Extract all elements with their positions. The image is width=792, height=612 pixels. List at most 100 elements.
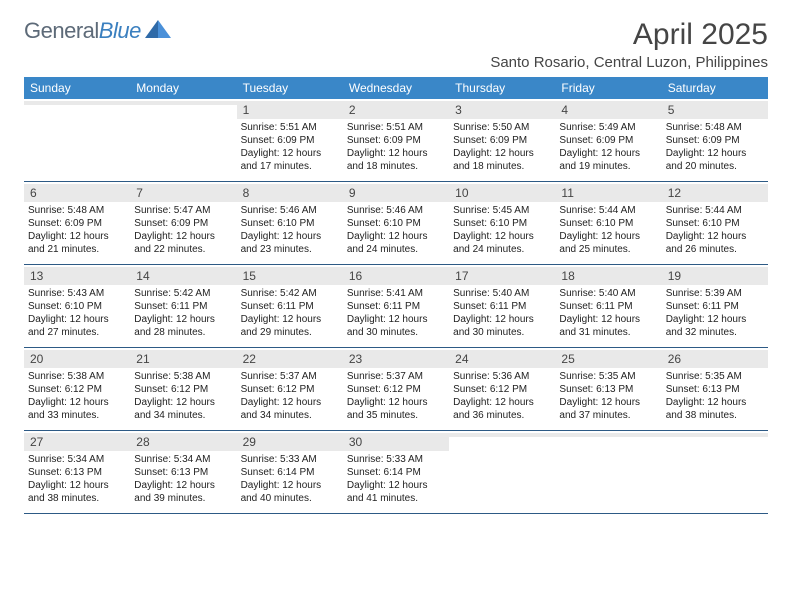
cell-body: Sunrise: 5:48 AMSunset: 6:09 PMDaylight:… bbox=[28, 204, 126, 256]
sunset-text: Sunset: 6:13 PM bbox=[559, 383, 657, 396]
sunrise-text: Sunrise: 5:33 AM bbox=[347, 453, 445, 466]
daylight-text: Daylight: 12 hours and 38 minutes. bbox=[28, 479, 126, 505]
dayheader-tuesday: Tuesday bbox=[237, 77, 343, 99]
daynum-row: 20 bbox=[24, 350, 130, 368]
sunset-text: Sunset: 6:14 PM bbox=[347, 466, 445, 479]
sunrise-text: Sunrise: 5:40 AM bbox=[559, 287, 657, 300]
daylight-text: Daylight: 12 hours and 18 minutes. bbox=[347, 147, 445, 173]
day-number: 18 bbox=[561, 269, 655, 283]
day-number: 8 bbox=[243, 186, 337, 200]
calendar-cell: 13 Sunrise: 5:43 AMSunset: 6:10 PMDayligh… bbox=[24, 265, 130, 347]
calendar-cell: 20Sunrise: 5:38 AMSunset: 6:12 PMDayligh… bbox=[24, 348, 130, 430]
day-number: 13 bbox=[30, 269, 124, 283]
sunrise-text: Sunrise: 5:39 AM bbox=[666, 287, 764, 300]
cell-body: Sunrise: 5:39 AMSunset: 6:11 PMDaylight:… bbox=[666, 287, 764, 339]
cell-body: Sunrise: 5:40 AMSunset: 6:11 PMDaylight:… bbox=[559, 287, 657, 339]
sunset-text: Sunset: 6:11 PM bbox=[134, 300, 232, 313]
cell-body: Sunrise: 5:37 AMSunset: 6:12 PMDaylight:… bbox=[347, 370, 445, 422]
daylight-text: Daylight: 12 hours and 40 minutes. bbox=[241, 479, 339, 505]
day-number: 17 bbox=[455, 269, 549, 283]
sunset-text: Sunset: 6:09 PM bbox=[453, 134, 551, 147]
cell-body: Sunrise: 5:46 AMSunset: 6:10 PMDaylight:… bbox=[241, 204, 339, 256]
sunrise-text: Sunrise: 5:38 AM bbox=[134, 370, 232, 383]
sunset-text: Sunset: 6:09 PM bbox=[559, 134, 657, 147]
sunrise-text: Sunrise: 5:34 AM bbox=[28, 453, 126, 466]
calendar-cell bbox=[449, 431, 555, 513]
daylight-text: Daylight: 12 hours and 26 minutes. bbox=[666, 230, 764, 256]
day-number: 16 bbox=[349, 269, 443, 283]
calendar-week: 1Sunrise: 5:51 AMSunset: 6:09 PMDaylight… bbox=[24, 99, 768, 182]
daynum-row: 22 bbox=[237, 350, 343, 368]
sunset-text: Sunset: 6:10 PM bbox=[347, 217, 445, 230]
calendar-cell: 16Sunrise: 5:41 AMSunset: 6:11 PMDayligh… bbox=[343, 265, 449, 347]
calendar-cell: 14 Sunrise: 5:42 AMSunset: 6:11 PMDayligh… bbox=[130, 265, 236, 347]
daynum-row: 8 bbox=[237, 184, 343, 202]
daylight-text: Daylight: 12 hours and 34 minutes. bbox=[241, 396, 339, 422]
daynum-row: 19 bbox=[662, 267, 768, 285]
dayheader-friday: Friday bbox=[555, 77, 661, 99]
day-number: 7 bbox=[136, 186, 230, 200]
daynum-row: 25 bbox=[555, 350, 661, 368]
daynum-row: 13 bbox=[24, 267, 130, 285]
daylight-text: Daylight: 12 hours and 36 minutes. bbox=[453, 396, 551, 422]
daylight-text: Daylight: 12 hours and 32 minutes. bbox=[666, 313, 764, 339]
cell-body: Sunrise: 5:38 AMSunset: 6:12 PMDaylight:… bbox=[134, 370, 232, 422]
calendar-cell: 29Sunrise: 5:33 AMSunset: 6:14 PMDayligh… bbox=[237, 431, 343, 513]
calendar-cell bbox=[24, 99, 130, 181]
daylight-text: Daylight: 12 hours and 39 minutes. bbox=[134, 479, 232, 505]
sunrise-text: Sunrise: 5:33 AM bbox=[241, 453, 339, 466]
cell-body: Sunrise: 5:34 AMSunset: 6:13 PMDaylight:… bbox=[134, 453, 232, 505]
calendar-cell: 23Sunrise: 5:37 AMSunset: 6:12 PMDayligh… bbox=[343, 348, 449, 430]
calendar-cell: 11 Sunrise: 5:44 AMSunset: 6:10 PMDayligh… bbox=[555, 182, 661, 264]
day-number: 3 bbox=[455, 103, 549, 117]
sunset-text: Sunset: 6:09 PM bbox=[666, 134, 764, 147]
sunset-text: Sunset: 6:11 PM bbox=[559, 300, 657, 313]
day-number: 27 bbox=[30, 435, 124, 449]
cell-body: Sunrise: 5:51 AMSunset: 6:09 PMDaylight:… bbox=[347, 121, 445, 173]
calendar-cell: 30Sunrise: 5:33 AMSunset: 6:14 PMDayligh… bbox=[343, 431, 449, 513]
dayheader-monday: Monday bbox=[130, 77, 236, 99]
calendar-cell: 5Sunrise: 5:48 AMSunset: 6:09 PMDaylight… bbox=[662, 99, 768, 181]
daylight-text: Daylight: 12 hours and 20 minutes. bbox=[666, 147, 764, 173]
cell-body: Sunrise: 5:50 AMSunset: 6:09 PMDaylight:… bbox=[453, 121, 551, 173]
calendar-cell: 4Sunrise: 5:49 AMSunset: 6:09 PMDaylight… bbox=[555, 99, 661, 181]
daylight-text: Daylight: 12 hours and 30 minutes. bbox=[347, 313, 445, 339]
day-number: 4 bbox=[561, 103, 655, 117]
daylight-text: Daylight: 12 hours and 35 minutes. bbox=[347, 396, 445, 422]
calendar-cell: 8 Sunrise: 5:46 AMSunset: 6:10 PMDaylight… bbox=[237, 182, 343, 264]
daylight-text: Daylight: 12 hours and 27 minutes. bbox=[28, 313, 126, 339]
logo-triangle-icon bbox=[145, 20, 171, 43]
day-number: 2 bbox=[349, 103, 443, 117]
sunset-text: Sunset: 6:09 PM bbox=[347, 134, 445, 147]
calendar-cell: 2 Sunrise: 5:51 AMSunset: 6:09 PMDaylight… bbox=[343, 99, 449, 181]
cell-body: Sunrise: 5:43 AMSunset: 6:10 PMDaylight:… bbox=[28, 287, 126, 339]
month-title: April 2025 bbox=[490, 18, 768, 52]
calendar-grid: Sunday Monday Tuesday Wednesday Thursday… bbox=[24, 77, 768, 514]
calendar-page: GeneralBlue April 2025 Santo Rosario, Ce… bbox=[0, 0, 792, 514]
daynum-row: 11 bbox=[555, 184, 661, 202]
daynum-row: 1 bbox=[237, 101, 343, 119]
cell-body: Sunrise: 5:33 AMSunset: 6:14 PMDaylight:… bbox=[241, 453, 339, 505]
sunset-text: Sunset: 6:11 PM bbox=[241, 300, 339, 313]
day-number: 15 bbox=[243, 269, 337, 283]
sunrise-text: Sunrise: 5:44 AM bbox=[666, 204, 764, 217]
calendar-dayheader-row: Sunday Monday Tuesday Wednesday Thursday… bbox=[24, 77, 768, 99]
sunset-text: Sunset: 6:10 PM bbox=[559, 217, 657, 230]
sunrise-text: Sunrise: 5:48 AM bbox=[666, 121, 764, 134]
daylight-text: Daylight: 12 hours and 23 minutes. bbox=[241, 230, 339, 256]
dayheader-saturday: Saturday bbox=[662, 77, 768, 99]
sunset-text: Sunset: 6:10 PM bbox=[241, 217, 339, 230]
calendar-week: 20Sunrise: 5:38 AMSunset: 6:12 PMDayligh… bbox=[24, 348, 768, 431]
cell-body: Sunrise: 5:44 AMSunset: 6:10 PMDaylight:… bbox=[559, 204, 657, 256]
sunset-text: Sunset: 6:13 PM bbox=[28, 466, 126, 479]
daynum-row: 26 bbox=[662, 350, 768, 368]
cell-body: Sunrise: 5:48 AMSunset: 6:09 PMDaylight:… bbox=[666, 121, 764, 173]
sunrise-text: Sunrise: 5:42 AM bbox=[134, 287, 232, 300]
daynum-row: 27 bbox=[24, 433, 130, 451]
daynum-row: 3 bbox=[449, 101, 555, 119]
daynum-row: 14 bbox=[130, 267, 236, 285]
daynum-row: 30 bbox=[343, 433, 449, 451]
daynum-row bbox=[662, 433, 768, 437]
daylight-text: Daylight: 12 hours and 28 minutes. bbox=[134, 313, 232, 339]
daylight-text: Daylight: 12 hours and 38 minutes. bbox=[666, 396, 764, 422]
